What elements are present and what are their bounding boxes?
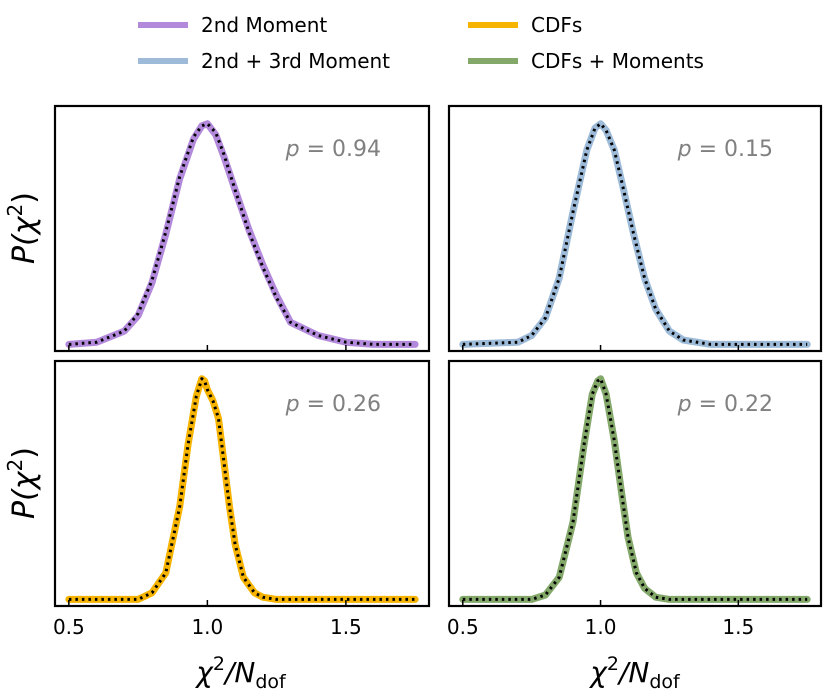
ylabel-top-main: P(χ <box>7 215 42 264</box>
p-symbol: p <box>677 137 692 162</box>
panel-top-right: p = 0.15 <box>447 104 823 353</box>
model-curve <box>462 377 808 601</box>
xlabel-right-main: χ <box>588 656 608 689</box>
ylabel-bottom: P(χ2) <box>3 447 42 519</box>
legend: 2nd Moment 2nd + 3rd Moment CDFs CDFs + Mom… <box>138 13 704 73</box>
x-tick-label: 0.5 <box>53 615 85 639</box>
legend-label-2: CDFs <box>531 13 582 37</box>
xlabel-left-sub: dof <box>255 671 287 693</box>
p-value-annotation: p = 0.26 <box>285 392 381 417</box>
x-tick-label: 1.0 <box>191 615 223 639</box>
x-tick-label: 0.5 <box>447 615 479 639</box>
ylabel-top-sup: 2 <box>3 204 27 217</box>
ylabel-bottom-sup: 2 <box>3 459 27 472</box>
model-curve <box>68 122 416 346</box>
legend-label-0: 2nd Moment <box>201 13 327 37</box>
panel-frame <box>53 104 431 353</box>
xlabel-left-mid: /N <box>222 656 255 689</box>
p-value-text: = 0.94 <box>300 137 381 162</box>
legend-label-3: CDFs + Moments <box>531 49 704 73</box>
p-value-annotation: p = 0.22 <box>677 392 773 417</box>
panel-frame <box>447 104 823 353</box>
ylabel-top: P(χ2) <box>3 192 42 264</box>
xlabel-left-main: χ <box>194 656 214 689</box>
panel-top-left: p = 0.94 <box>53 104 431 353</box>
ylabel-top-close: ) <box>7 192 42 204</box>
p-value-annotation: p = 0.15 <box>677 137 773 162</box>
panel-frame <box>53 359 431 608</box>
xlabel-right-mid: /N <box>616 656 649 689</box>
p-symbol: p <box>677 392 692 417</box>
x-tick-label: 1.5 <box>722 615 754 639</box>
p-symbol: p <box>285 137 300 162</box>
xlabel-right: χ2/Ndof <box>588 653 681 693</box>
x-tick-label: 1.0 <box>585 615 617 639</box>
panels: p = 0.94 p = 0.150.5 1.0 1.5p = 0.260.5 1.0 1… <box>53 104 823 639</box>
p-symbol: p <box>285 392 300 417</box>
panel-bottom-right: 0.5 1.0 1.5 p = 0.22 <box>447 359 823 639</box>
p-value-text: = 0.26 <box>300 392 381 417</box>
legend-label-1: 2nd + 3rd Moment <box>201 49 390 73</box>
xlabel-left-sup: 2 <box>213 653 225 675</box>
p-value-text: = 0.15 <box>692 137 773 162</box>
panel-bottom-left: 0.5 1.0 1.5 p = 0.26 <box>53 359 431 639</box>
model-curve <box>68 377 416 601</box>
model-curve <box>462 122 808 346</box>
p-value-annotation: p = 0.94 <box>285 137 381 162</box>
x-tick-label: 1.5 <box>330 615 362 639</box>
ylabel-bottom-close: ) <box>7 447 42 459</box>
panel-frame <box>447 359 823 608</box>
xlabel-right-sub: dof <box>649 671 681 693</box>
xlabel-right-sup: 2 <box>607 653 619 675</box>
xlabel-left: χ2/Ndof <box>194 653 287 693</box>
ylabel-bottom-main: P(χ <box>7 470 42 519</box>
p-value-text: = 0.22 <box>692 392 773 417</box>
